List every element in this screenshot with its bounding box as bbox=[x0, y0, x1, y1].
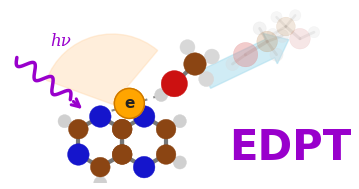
Circle shape bbox=[156, 119, 176, 139]
Circle shape bbox=[204, 49, 219, 64]
Circle shape bbox=[115, 88, 144, 118]
FancyArrow shape bbox=[202, 33, 289, 88]
Circle shape bbox=[173, 156, 186, 169]
Circle shape bbox=[58, 115, 71, 128]
Circle shape bbox=[267, 28, 278, 40]
Circle shape bbox=[257, 31, 278, 52]
Circle shape bbox=[184, 53, 206, 75]
Circle shape bbox=[112, 119, 132, 139]
Circle shape bbox=[308, 26, 320, 38]
Circle shape bbox=[233, 43, 258, 67]
Circle shape bbox=[270, 48, 283, 61]
Circle shape bbox=[276, 17, 295, 36]
Circle shape bbox=[67, 144, 89, 165]
Circle shape bbox=[173, 115, 186, 128]
Circle shape bbox=[199, 71, 214, 87]
Text: EDPT: EDPT bbox=[229, 127, 352, 169]
Circle shape bbox=[271, 12, 282, 23]
Circle shape bbox=[112, 145, 132, 164]
Circle shape bbox=[112, 119, 132, 139]
Circle shape bbox=[112, 145, 132, 164]
Wedge shape bbox=[46, 34, 158, 104]
Circle shape bbox=[89, 106, 111, 127]
Circle shape bbox=[69, 119, 88, 139]
Text: e: e bbox=[124, 96, 135, 111]
Circle shape bbox=[276, 29, 289, 43]
Circle shape bbox=[161, 71, 187, 97]
Circle shape bbox=[226, 57, 239, 71]
Circle shape bbox=[290, 10, 301, 21]
Text: hν: hν bbox=[51, 33, 71, 50]
Circle shape bbox=[253, 22, 266, 35]
Circle shape bbox=[94, 177, 107, 189]
Circle shape bbox=[155, 88, 168, 101]
Circle shape bbox=[133, 156, 155, 178]
Circle shape bbox=[290, 28, 310, 49]
Circle shape bbox=[180, 40, 195, 55]
Circle shape bbox=[133, 106, 155, 127]
Circle shape bbox=[156, 145, 176, 164]
Circle shape bbox=[90, 157, 110, 177]
